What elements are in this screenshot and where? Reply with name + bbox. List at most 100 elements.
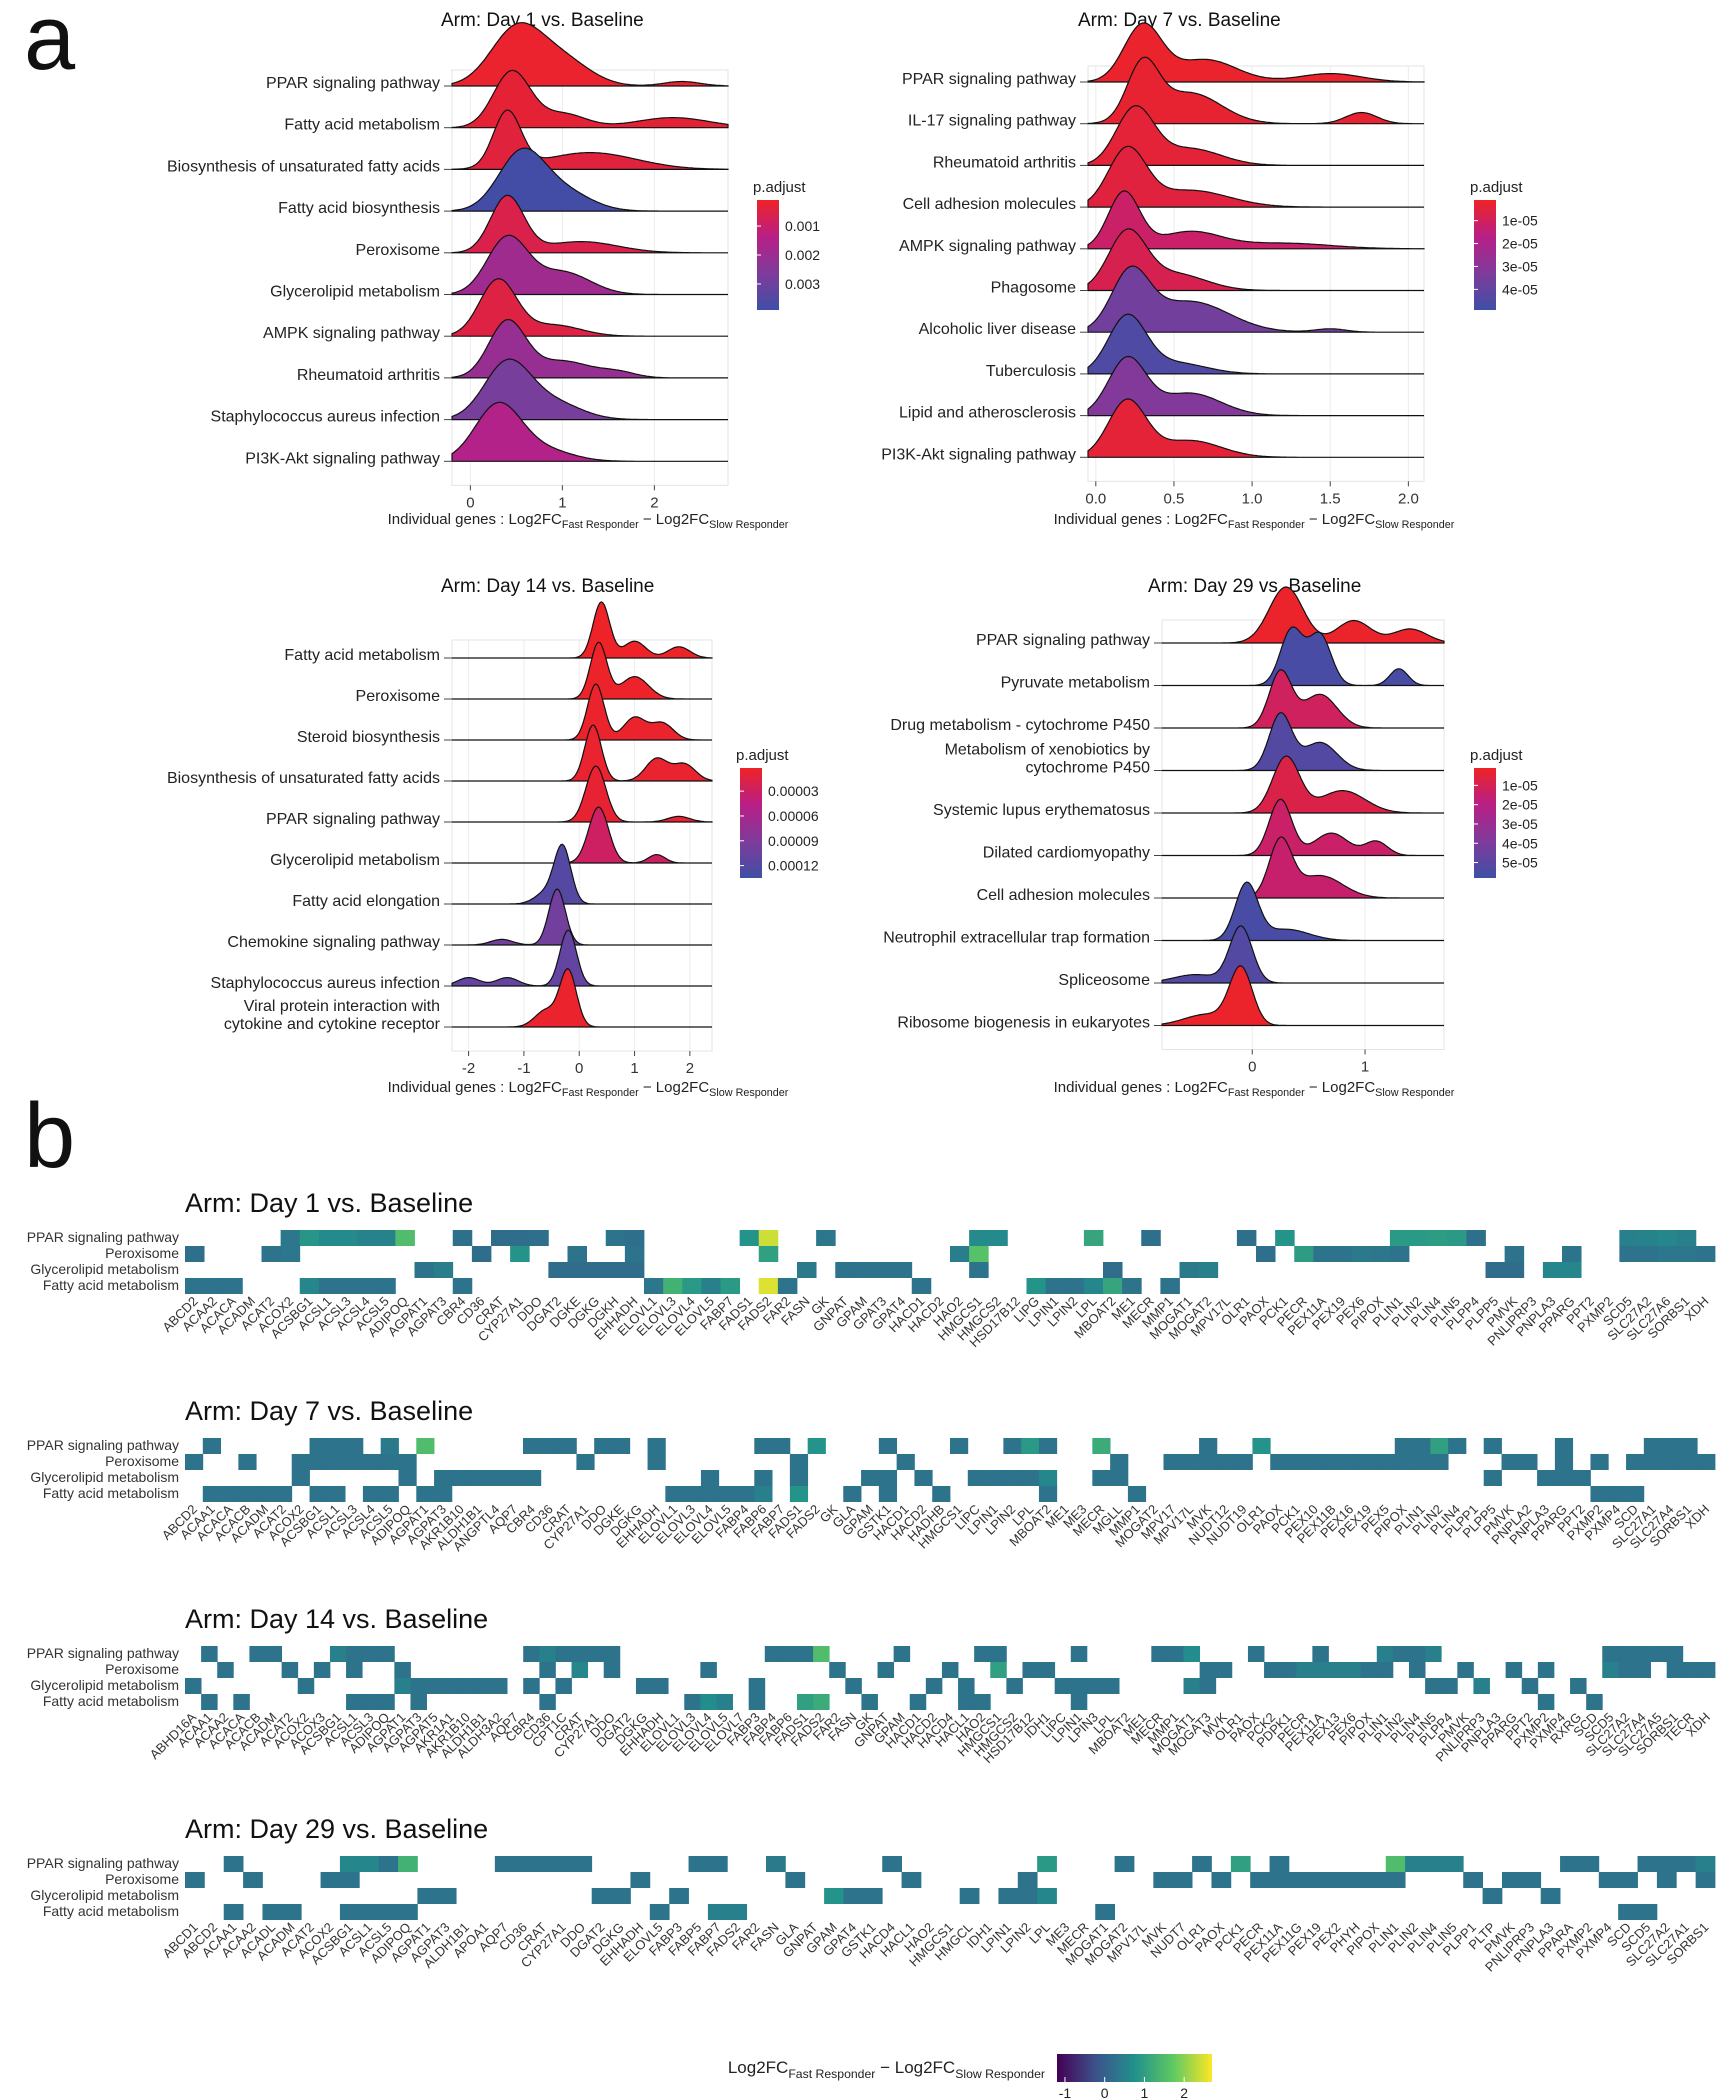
- pathway-label: Rheumatoid arthritis: [933, 154, 1076, 171]
- heatmap-cell-fabp4: [736, 1486, 755, 1502]
- x-axis-label-sub1: Fast Responder: [562, 1087, 639, 1099]
- heatmap-cell-gpam: [824, 1888, 844, 1904]
- heatmap-cell-slc27a5: [1650, 1646, 1668, 1662]
- heatmap-cell-fabp7: [707, 1904, 728, 1920]
- legend-tick-label: 2e-05: [1502, 797, 1538, 813]
- heatmap-cell-slc27a4: [1634, 1662, 1651, 1678]
- heatmap-cell-pck1: [1230, 1856, 1251, 1872]
- heatmap-cell-plin2: [1430, 1454, 1449, 1470]
- heatmap-cell-pipox: [1360, 1662, 1378, 1678]
- heatmap-row-label: PPAR signaling pathway: [27, 1645, 179, 1661]
- ridge-pyruvate-metabolism: [1162, 626, 1444, 687]
- heatmap-cell-cd36: [539, 1662, 556, 1678]
- heatmap-cell-gnpat: [835, 1262, 855, 1278]
- ridge-staphylococcus-aureus-infection: [451, 929, 712, 987]
- heatmap-cell-plpp1: [1463, 1872, 1483, 1888]
- heatmap-cell-plin5: [1425, 1678, 1442, 1694]
- heatmap-cell-hmgcs1: [990, 1646, 1007, 1662]
- heatmap-cell-plpp4: [1441, 1678, 1458, 1694]
- heatmap-cell-adipoq: [398, 1454, 417, 1470]
- heatmap-cell-pxmp2: [1590, 1454, 1609, 1470]
- legend-title: p.adjust: [736, 747, 789, 764]
- colorbar-tick-label: 2: [1180, 2085, 1188, 2100]
- heatmap-cell-sorbs1: [1695, 1856, 1716, 1872]
- heatmap-cell-pck2: [1264, 1662, 1281, 1678]
- heatmap-cell-acaa2: [204, 1278, 224, 1294]
- heatmap-cell-acsl3: [362, 1646, 379, 1662]
- heatmap-cell-mecr: [1141, 1230, 1161, 1246]
- heatmap-cell-acsl4: [362, 1486, 382, 1502]
- heatmap-cell-pex11a: [1269, 1856, 1290, 1872]
- x-tick-label: 0: [1248, 1059, 1256, 1076]
- heatmap-cell-fads1: [797, 1694, 814, 1710]
- heatmap-cell-mogat1: [1179, 1262, 1200, 1278]
- heatmap-cell-pex11a: [1269, 1872, 1290, 1888]
- pathway-label: Steroid biosynthesis: [297, 729, 440, 746]
- heatmap-cell-lpin1: [1070, 1678, 1088, 1694]
- ridge-chemokine-signaling-pathway: [452, 888, 712, 946]
- x-axis-label-prefix: Individual genes : Log2FC: [1054, 511, 1228, 528]
- heatmap-cell-scd5: [1637, 1856, 1658, 1872]
- heatmap-cell-lpin2: [1017, 1872, 1038, 1888]
- heatmap-cell-crat: [533, 1856, 554, 1872]
- ridge-peroxisome: [452, 641, 712, 700]
- pathway-label: Staphylococcus aureus infection: [211, 409, 440, 426]
- heatmap-cell-hacl1: [901, 1872, 922, 1888]
- heatmap-cell-hacd4: [882, 1856, 902, 1872]
- heatmap-cell-pecr: [1296, 1662, 1313, 1678]
- heatmap-cell-sorbs1: [1695, 1872, 1716, 1888]
- heatmap-cell-acadm: [256, 1486, 275, 1502]
- pathway-label: Dilated cardiomyopathy: [983, 845, 1150, 862]
- legend-tick-label: 3e-05: [1502, 258, 1538, 274]
- heatmap-cell-acsbg1: [339, 1856, 360, 1872]
- heatmap-cell-elovl3: [683, 1486, 702, 1502]
- heatmap-cell-slc27a1: [1643, 1454, 1663, 1470]
- heatmap-cell-crat: [558, 1438, 577, 1454]
- heatmap-cell-plpp5: [1483, 1470, 1502, 1486]
- heatmap-cell-mogat1: [1183, 1678, 1201, 1694]
- heatmap-cell-sorbs1: [1679, 1438, 1698, 1454]
- x-tick-label: 0: [575, 1060, 583, 1077]
- heatmap-cell-cd36: [471, 1246, 492, 1262]
- pathway-label: Phagosome: [991, 280, 1076, 297]
- heatmap-cell-elovl5: [718, 1486, 737, 1502]
- legend-colorbar: [757, 200, 779, 310]
- heatmap-cell-plin2: [1392, 1646, 1410, 1662]
- heatmap-cell-gstk1: [878, 1438, 898, 1454]
- heatmap-cell-hao2: [974, 1694, 991, 1710]
- heatmap-cell-acsl5: [376, 1230, 396, 1246]
- heatmap-cell-hmgcs1: [969, 1230, 989, 1246]
- heatmap-cell-plin1: [1385, 1872, 1406, 1888]
- heatmap-cell-fabp5: [688, 1856, 709, 1872]
- heatmap-cell-acacb: [249, 1646, 266, 1662]
- heatmap-cell-gstk1: [878, 1470, 898, 1486]
- colorbar-tick-label: 0: [1101, 2085, 1109, 2100]
- heatmap-cell-slc27a2: [1656, 1856, 1677, 1872]
- heatmap-cell-acox2: [297, 1678, 315, 1694]
- ridge-rheumatoid-arthritis: [1087, 104, 1424, 166]
- heatmap-cell-mogat1: [1183, 1646, 1201, 1662]
- heatmap-cell-pipox: [1366, 1872, 1387, 1888]
- heatmap-cell-acsl4: [357, 1278, 377, 1294]
- heatmap-cell-acox2: [280, 1230, 301, 1246]
- heatmap-cell-acsbg1: [309, 1486, 328, 1502]
- heatmap-cell-acat2: [261, 1246, 282, 1262]
- heatmap-cell-paox: [1247, 1646, 1265, 1662]
- heatmap-cell-rxrg: [1570, 1678, 1587, 1694]
- heatmap-cell-gla: [843, 1486, 862, 1502]
- heatmap-cell-sorbs1: [1666, 1662, 1684, 1678]
- chart-title: Arm: Day 29 vs. Baseline: [1148, 576, 1361, 597]
- heatmap-cell-hsd17b12: [1022, 1662, 1039, 1678]
- pathway-label: IL-17 signaling pathway: [908, 113, 1076, 130]
- heatmap-cell-fabp6: [780, 1646, 798, 1662]
- heatmap-cell-fasn: [845, 1678, 862, 1694]
- heatmap-cell-scd: [1618, 1904, 1638, 1920]
- heatmap-cell-lpl: [1021, 1438, 1040, 1454]
- heatmap-cell-elovl4: [682, 1278, 702, 1294]
- heatmap-cell-agpat3: [434, 1486, 453, 1502]
- heatmap-cell-pmvk: [1501, 1454, 1520, 1470]
- heatmap-panel-2: Arm: Day 7 vs. Baseline PPAR signaling pa…: [27, 1396, 1716, 1554]
- heatmap-cell-acaa2: [217, 1662, 234, 1678]
- heatmap-cell-acsl1: [359, 1904, 380, 1920]
- heatmap-cell-lpin3: [1086, 1678, 1104, 1694]
